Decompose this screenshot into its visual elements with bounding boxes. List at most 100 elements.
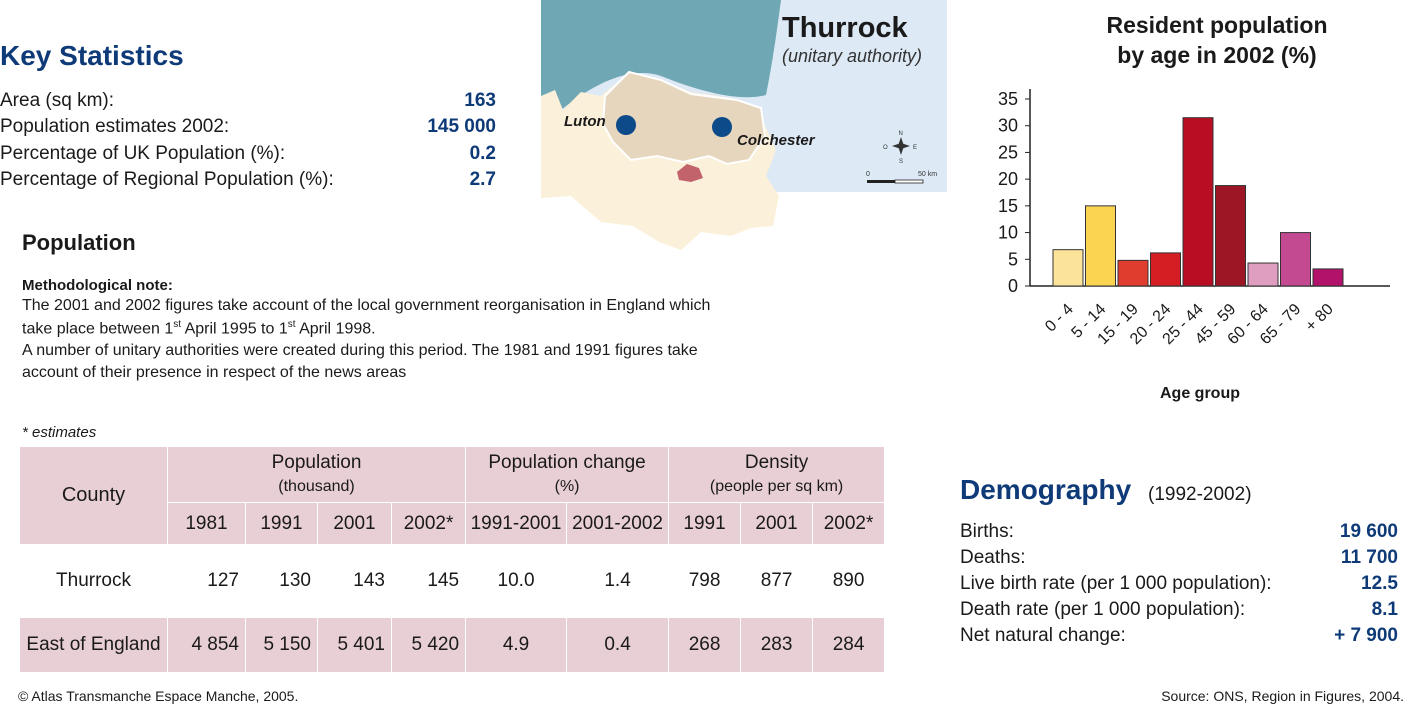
copyright: © Atlas Transmanche Espace Manche, 2005. bbox=[18, 688, 299, 704]
table-cell: 127 bbox=[167, 544, 246, 618]
stat-label: Percentage of Regional Population (%): bbox=[0, 169, 334, 190]
column-header: 1981 bbox=[167, 502, 246, 545]
column-header: 2001-2002 bbox=[566, 502, 670, 545]
demography-row-deaths: Deaths: 11 700 bbox=[960, 547, 1398, 569]
source-note: Source: ONS, Region in Figures, 2004. bbox=[1161, 688, 1404, 704]
column-header: 2001 bbox=[740, 502, 814, 545]
demography-row-net-change: Net natural change: + 7 900 bbox=[960, 625, 1398, 647]
demography-label: Net natural change: bbox=[960, 625, 1126, 646]
y-tick-label: 5 bbox=[1008, 249, 1018, 269]
population-title: Population bbox=[22, 230, 136, 255]
luton-marker bbox=[616, 115, 636, 135]
demography-period: (1992-2002) bbox=[1148, 484, 1252, 505]
table-cell: 145 bbox=[390, 544, 467, 618]
column-header: 1991 bbox=[668, 502, 742, 545]
note-line: take place between 1st April 1995 to 1st… bbox=[22, 319, 376, 338]
demography-row-births: Births: 19 600 bbox=[960, 521, 1398, 543]
x-tick-label: + 80 bbox=[1302, 301, 1336, 335]
table-cell: 877 bbox=[740, 544, 814, 618]
y-tick-label: 25 bbox=[998, 142, 1018, 162]
y-tick-label: 35 bbox=[998, 89, 1018, 109]
scale-bar: 0 50 km bbox=[866, 171, 937, 184]
bar-0 bbox=[1052, 249, 1084, 287]
key-statistics-title: Key Statistics bbox=[0, 40, 184, 71]
stat-row-population: Population estimates 2002: 145 000 bbox=[0, 116, 496, 138]
methodological-note-title: Methodological note: bbox=[22, 277, 173, 294]
county-header: County bbox=[19, 446, 168, 545]
demography-title: Demography bbox=[960, 474, 1132, 505]
note-line: A number of unitary authorities were cre… bbox=[22, 342, 698, 359]
y-tick-label: 0 bbox=[1008, 276, 1018, 296]
table-cell: 284 bbox=[812, 617, 886, 673]
demography-value: + 7 900 bbox=[1334, 625, 1398, 646]
table-cell: 268 bbox=[668, 617, 742, 673]
svg-text:50 km: 50 km bbox=[918, 171, 937, 178]
demography-value: 19 600 bbox=[1339, 521, 1398, 542]
table-cell: 890 bbox=[812, 544, 886, 618]
svg-text:O: O bbox=[883, 145, 888, 151]
table-cell: 5 401 bbox=[317, 617, 392, 673]
svg-text:E: E bbox=[913, 145, 917, 151]
svg-text:S: S bbox=[899, 159, 903, 165]
stat-label: Percentage of UK Population (%): bbox=[0, 143, 286, 164]
demography-label: Births: bbox=[960, 521, 1014, 542]
county-cell: Thurrock bbox=[19, 544, 168, 618]
stat-row-area: Area (sq km): 163 bbox=[0, 90, 496, 112]
colchester-label: Colchester bbox=[737, 132, 816, 149]
luton-label: Luton bbox=[564, 113, 606, 130]
demography-value: 8.1 bbox=[1371, 599, 1398, 620]
demography-label: Live birth rate (per 1 000 population): bbox=[960, 573, 1272, 594]
table-cell: 5 420 bbox=[390, 617, 467, 673]
svg-text:N: N bbox=[899, 131, 903, 137]
column-header: 2002* bbox=[812, 502, 886, 545]
y-tick-label: 30 bbox=[998, 116, 1018, 136]
y-tick-label: 15 bbox=[998, 196, 1018, 216]
stat-value: 0.2 bbox=[469, 143, 496, 164]
map-region bbox=[601, 70, 767, 166]
bar-5 bbox=[1215, 185, 1246, 287]
chart-title: Resident population by age in 2002 (%) bbox=[1106, 12, 1328, 68]
table-row: Thurrock 127 130 143 145 10.0 1.4 798 87… bbox=[19, 544, 886, 618]
demography-label: Death rate (per 1 000 population): bbox=[960, 599, 1246, 620]
stat-row-regional-percentage: Percentage of Regional Population (%): 2… bbox=[0, 169, 496, 191]
region-map: Luton Colchester N S E O 0 50 km bbox=[541, 0, 947, 250]
stat-label: Population estimates 2002: bbox=[0, 116, 230, 137]
demography-label: Deaths: bbox=[960, 547, 1026, 568]
bar-1 bbox=[1085, 205, 1116, 287]
map-subtitle: (unitary authority) bbox=[782, 46, 923, 66]
stat-label: Area (sq km): bbox=[0, 90, 115, 111]
bar-7 bbox=[1280, 232, 1311, 287]
group-header-population-change: Population change (%) bbox=[465, 446, 670, 503]
bar-4 bbox=[1182, 117, 1214, 287]
table-cell: 130 bbox=[245, 544, 318, 618]
bar-3 bbox=[1150, 252, 1181, 287]
group-header-population: Population (thousand) bbox=[166, 446, 467, 503]
table-cell: 1.4 bbox=[566, 544, 670, 618]
table-cell: 4 854 bbox=[167, 617, 246, 673]
table-cell: 10.0 bbox=[465, 544, 568, 618]
bar-2 bbox=[1117, 259, 1149, 287]
compass-icon: N S E O bbox=[883, 131, 917, 165]
demography-value: 11 700 bbox=[1340, 547, 1398, 568]
map-sea bbox=[541, 0, 781, 112]
map-title: Thurrock bbox=[782, 12, 908, 44]
population-table: County Population (thousand) Population c… bbox=[19, 446, 886, 673]
bar-8 bbox=[1312, 268, 1344, 287]
stat-value: 145 000 bbox=[427, 116, 496, 137]
group-header-density: Density (people per sq km) bbox=[668, 446, 886, 503]
table-cell: 4.9 bbox=[465, 617, 568, 673]
demography-value: 12.5 bbox=[1361, 573, 1398, 594]
thurrock-area bbox=[677, 164, 703, 182]
table-cell: 798 bbox=[668, 544, 742, 618]
stat-row-uk-percentage: Percentage of UK Population (%): 0.2 bbox=[0, 143, 496, 165]
x-axis-title: Age group bbox=[1160, 385, 1240, 402]
stat-value: 163 bbox=[464, 90, 496, 111]
table-cell: 283 bbox=[740, 617, 814, 673]
stat-value: 2.7 bbox=[469, 169, 496, 190]
table-row: East of England 4 854 5 150 5 401 5 420 … bbox=[19, 617, 886, 673]
svg-text:0: 0 bbox=[866, 171, 870, 178]
demography-row-live-birth-rate: Live birth rate (per 1 000 population): … bbox=[960, 573, 1398, 595]
county-cell: East of England bbox=[19, 617, 168, 673]
colchester-marker bbox=[712, 117, 732, 137]
table-cell: 0.4 bbox=[566, 617, 670, 673]
